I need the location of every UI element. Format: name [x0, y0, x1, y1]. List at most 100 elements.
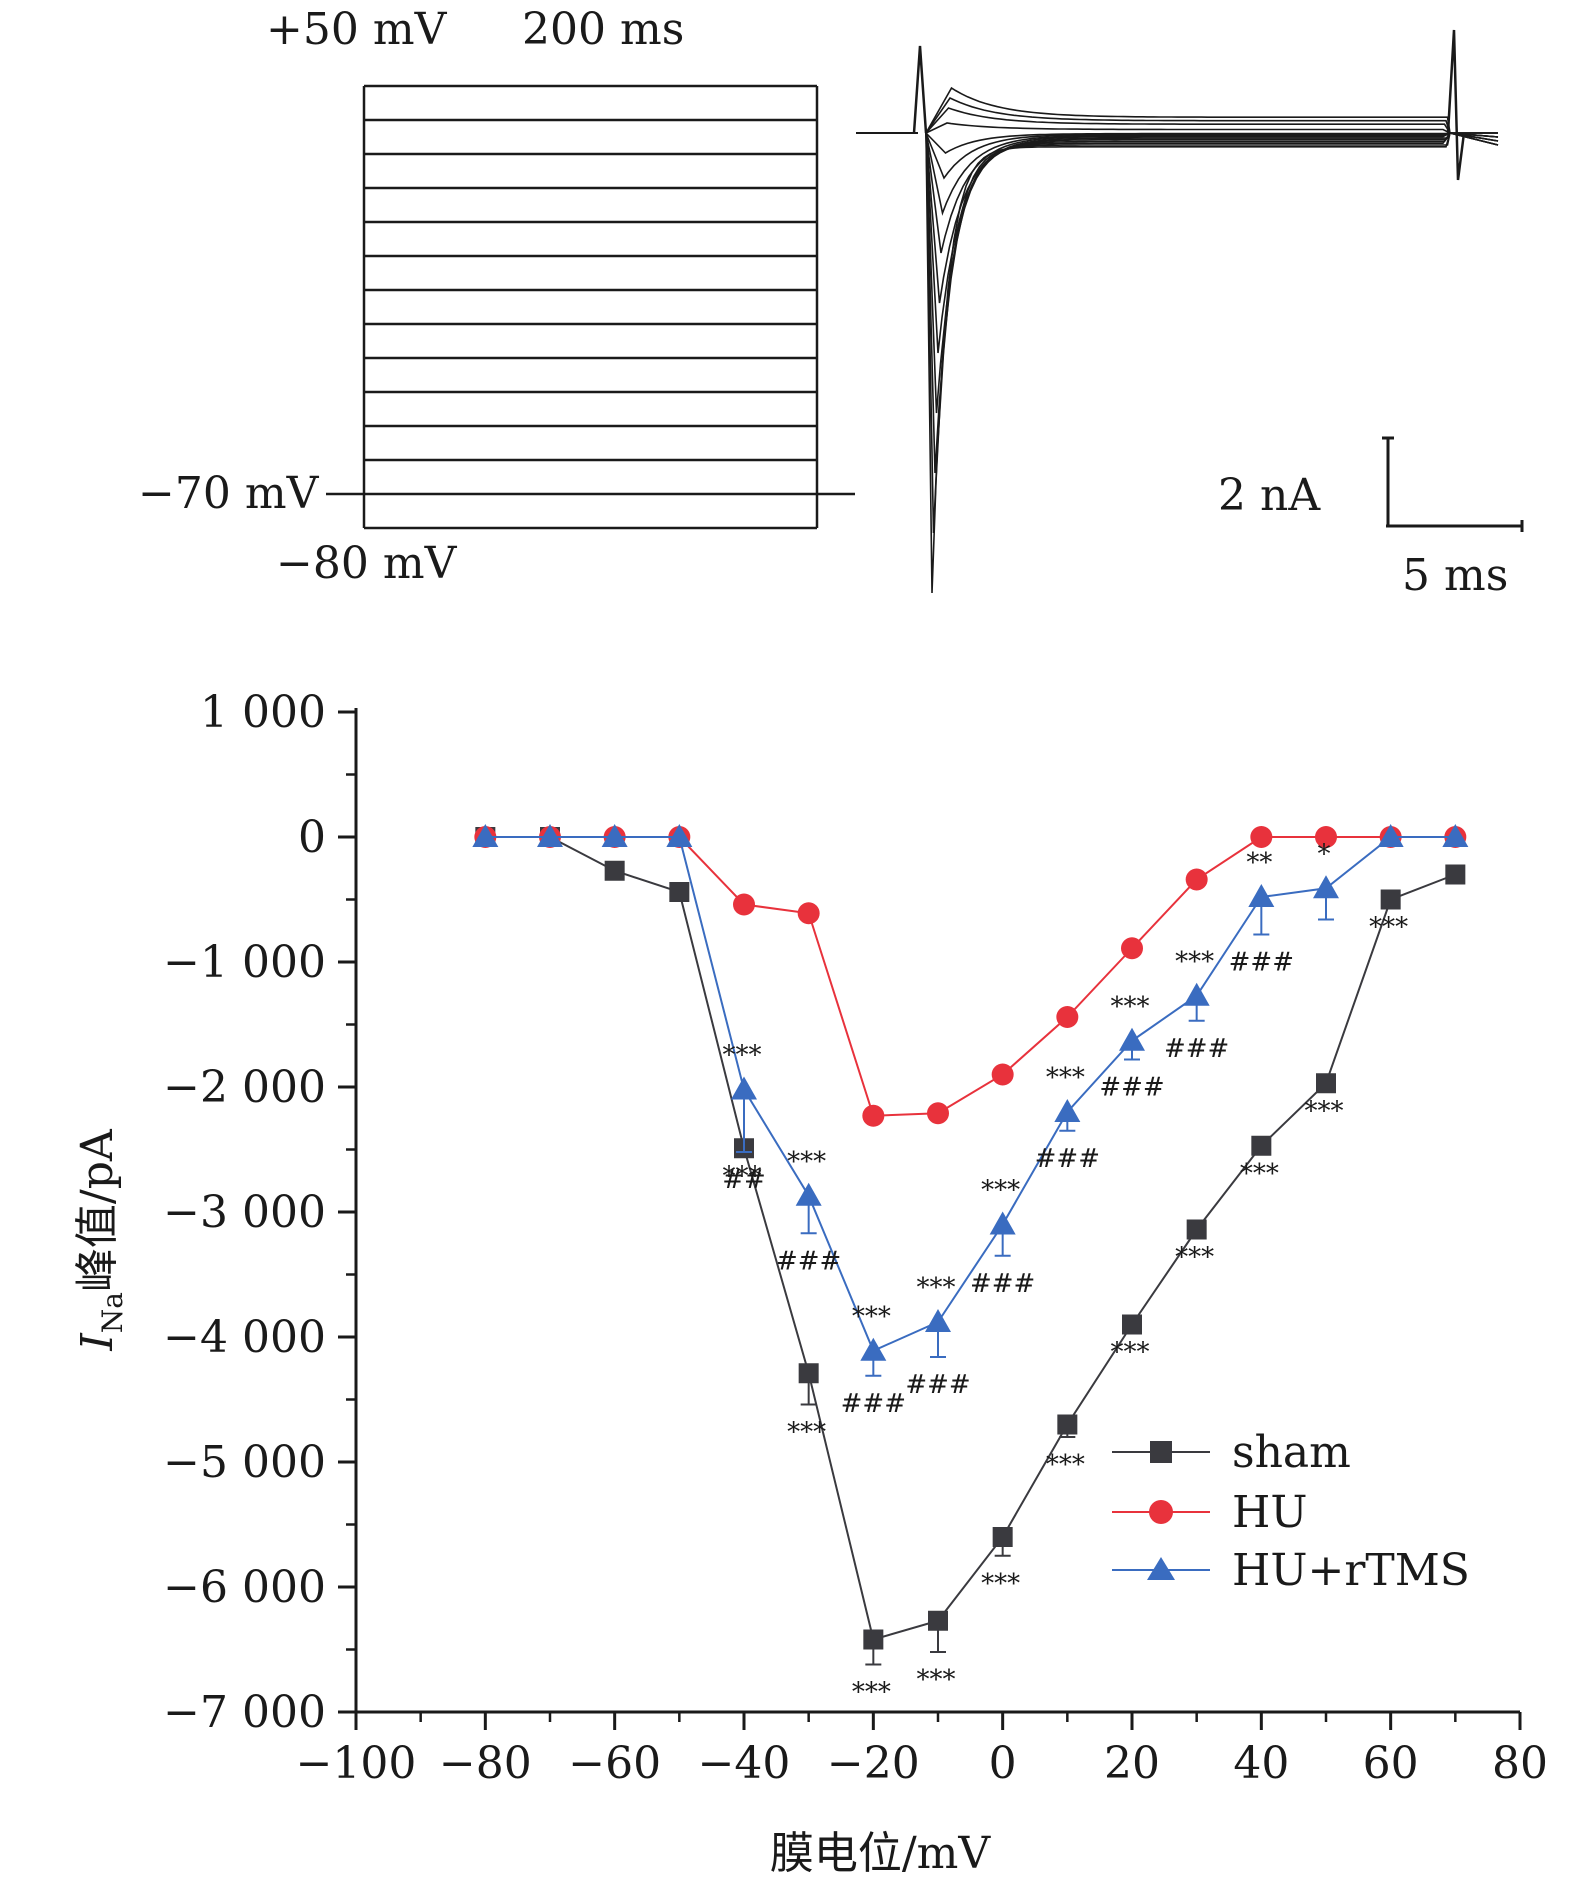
- point-HU: [797, 902, 820, 925]
- y-tick-label: 1 000: [200, 687, 326, 738]
- x-tick-label: 20: [1104, 1738, 1160, 1789]
- x-tick-label: 40: [1233, 1738, 1289, 1789]
- point-HU+rTMS: [731, 1076, 757, 1100]
- significance-label: ###: [841, 1389, 906, 1419]
- point-HU+rTMS: [1054, 1099, 1081, 1122]
- point-sham: [1186, 1219, 1207, 1240]
- y-tick-label: 0: [298, 812, 326, 863]
- point-sham: [1380, 889, 1401, 910]
- chart-annotations: ********* ***************************##**…: [722, 839, 1408, 1707]
- point-HU+rTMS: [860, 1337, 887, 1361]
- point-HU+rTMS: [1377, 824, 1404, 847]
- legend-marker-hu-rtms: [1147, 1557, 1175, 1580]
- y-axis-title-text: 峰值/pA: [72, 1128, 123, 1292]
- significance-label: ***: [787, 1418, 826, 1448]
- x-axis-title: 膜电位/mV: [770, 1828, 992, 1879]
- y-tick-label: −7 000: [163, 1687, 326, 1738]
- current-trace: [925, 132, 1498, 354]
- significance-label: ***: [1175, 947, 1214, 977]
- significance-label: ***: [1111, 1338, 1150, 1368]
- current-trace: [925, 122, 1499, 142]
- legend-label-hu-rtms: HU+rTMS: [1232, 1545, 1470, 1596]
- point-sham: [1316, 1073, 1336, 1094]
- point-sham: [992, 1527, 1013, 1547]
- significance-label: ***: [981, 1569, 1020, 1599]
- point-HU+rTMS: [1183, 982, 1210, 1006]
- significance-label: ***: [1369, 913, 1408, 943]
- point-HU+rTMS: [1442, 824, 1469, 847]
- y-tick-label: −3 000: [163, 1187, 326, 1238]
- x-tick-label: −20: [827, 1738, 920, 1789]
- significance-label: *: [1318, 839, 1331, 869]
- significance-label: ###: [1099, 1073, 1164, 1103]
- current-trace: [925, 132, 1499, 534]
- current-trace: [925, 132, 1499, 304]
- point-HU: [1056, 1006, 1079, 1028]
- chart-series: [472, 824, 1469, 1666]
- legend-marker-hu: [1149, 1500, 1173, 1524]
- scale-bar-current-label: 2 nA: [1218, 470, 1321, 521]
- x-tick-label: 0: [989, 1738, 1017, 1789]
- series-line-HU: [485, 836, 1456, 1117]
- x-tick-label: −80: [439, 1738, 532, 1789]
- significance-label: ***: [1305, 1096, 1344, 1126]
- protocol-hold-voltage-label: −70 mV: [138, 468, 320, 519]
- capacitive-spike-off: [1446, 29, 1466, 181]
- point-HU+rTMS: [666, 824, 693, 847]
- y-tick-label: −2 000: [163, 1062, 326, 1113]
- significance-label: ***: [917, 1665, 956, 1695]
- point-HU: [862, 1104, 885, 1127]
- significance-label: ***: [723, 1161, 762, 1191]
- x-tick-label: 80: [1492, 1738, 1548, 1789]
- current-trace: [925, 132, 1499, 155]
- significance-label: ***: [852, 1302, 891, 1332]
- current-traces: [856, 29, 1499, 594]
- legend-item-hu-rtms: HU+rTMS: [1112, 1545, 1470, 1596]
- point-HU+rTMS: [1248, 884, 1275, 907]
- point-HU+rTMS: [537, 824, 563, 847]
- y-tick-label: −6 000: [163, 1562, 326, 1613]
- significance-label: ***: [723, 1041, 762, 1071]
- significance-label: ***: [1046, 1063, 1085, 1093]
- current-trace: [925, 132, 1499, 254]
- significance-label: ***: [1111, 992, 1150, 1022]
- protocol-top-voltage-label: +50 mV: [266, 4, 448, 55]
- chart-legend: sham HU HU+rTMS: [1112, 1427, 1470, 1596]
- significance-label: **: [1246, 848, 1272, 878]
- point-sham: [798, 1363, 819, 1384]
- significance-label: ***: [1175, 1243, 1214, 1273]
- iv-chart: −100 −80 −60 −40 −20 0 20 40 60 80 1 000 0 −1 000 −2 …: [163, 687, 1548, 1789]
- point-HU: [1250, 826, 1273, 848]
- point-sham: [1445, 864, 1466, 885]
- significance-label: ***: [917, 1273, 956, 1303]
- current-trace: [925, 132, 1498, 594]
- point-sham: [669, 882, 690, 902]
- y-axis-title: INa峰值/pA: [72, 1128, 129, 1352]
- point-HU: [991, 1063, 1014, 1086]
- current-trace: [925, 107, 1499, 146]
- x-tick-label: −40: [698, 1738, 791, 1789]
- point-sham: [863, 1629, 884, 1650]
- x-tick-label: −100: [296, 1738, 417, 1789]
- svg-text:INa峰值/pA: INa峰值/pA: [72, 1128, 129, 1352]
- voltage-protocol-diagram: [326, 84, 855, 530]
- y-tick-label: −1 000: [163, 937, 326, 988]
- protocol-duration-label: 200 ms: [522, 4, 684, 55]
- point-HU+rTMS: [1119, 1027, 1145, 1051]
- point-sham: [1122, 1314, 1142, 1335]
- point-sham: [1251, 1135, 1272, 1156]
- significance-label: ###: [776, 1246, 841, 1276]
- point-sham: [1057, 1414, 1078, 1435]
- point-HU+rTMS: [989, 1211, 1016, 1235]
- significance-label: ***: [981, 1176, 1020, 1206]
- point-HU+rTMS: [795, 1182, 822, 1206]
- x-tick-label: −60: [568, 1738, 661, 1789]
- significance-label: ***: [852, 1678, 891, 1708]
- point-HU: [1121, 937, 1143, 960]
- significance-label: ***: [1240, 1159, 1279, 1189]
- protocol-bottom-voltage-label: −80 mV: [276, 538, 458, 589]
- current-trace: [925, 86, 1499, 138]
- significance-label: ###: [1164, 1034, 1229, 1064]
- point-sham: [604, 860, 625, 881]
